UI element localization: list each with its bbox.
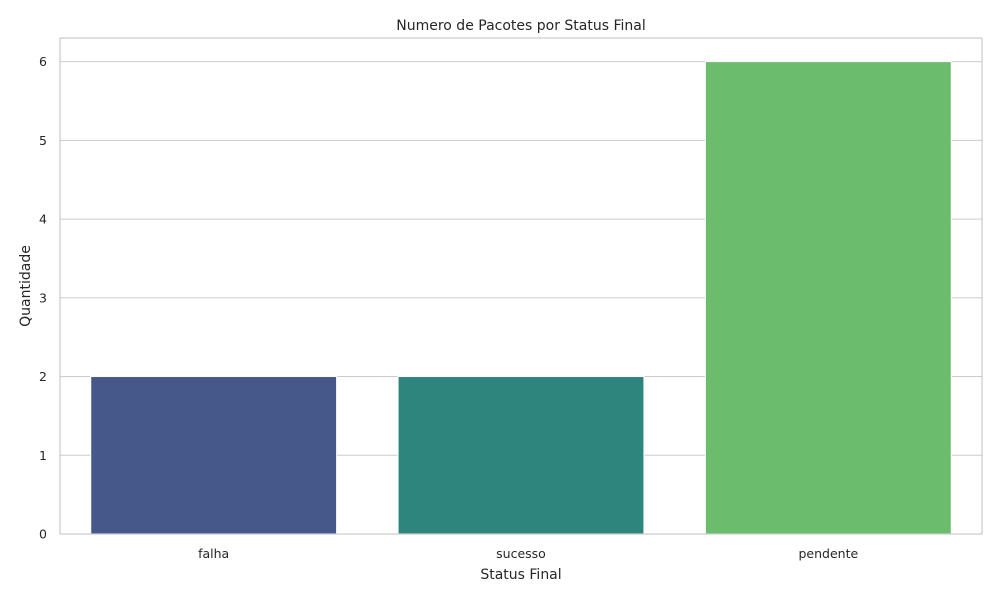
- y-tick-label: 4: [39, 212, 47, 227]
- x-tick-label-sucesso: sucesso: [496, 546, 546, 561]
- x-axis-label: Status Final: [480, 567, 561, 583]
- chart-title: Numero de Pacotes por Status Final: [396, 18, 646, 34]
- y-tick-label: 5: [39, 133, 47, 148]
- y-tick-label: 3: [39, 290, 47, 305]
- y-tick-label: 0: [39, 527, 47, 542]
- x-tick-labels: falha sucesso pendente: [198, 546, 858, 561]
- bar-pendente: [704, 61, 952, 535]
- y-tick-label: 2: [39, 369, 47, 384]
- bar-falha: [90, 376, 338, 535]
- plot-frame: [59, 37, 983, 535]
- x-tick-label-falha: falha: [198, 546, 229, 561]
- bar-sucesso: [397, 376, 645, 535]
- x-tick-label-pendente: pendente: [798, 546, 858, 561]
- bars: [90, 61, 952, 535]
- y-tick-label: 6: [39, 54, 47, 69]
- y-axis-label: Quantidade: [18, 245, 34, 327]
- y-tick-labels: 0 1 2 3 4 5 6: [39, 54, 47, 541]
- y-tick-label: 1: [39, 448, 47, 463]
